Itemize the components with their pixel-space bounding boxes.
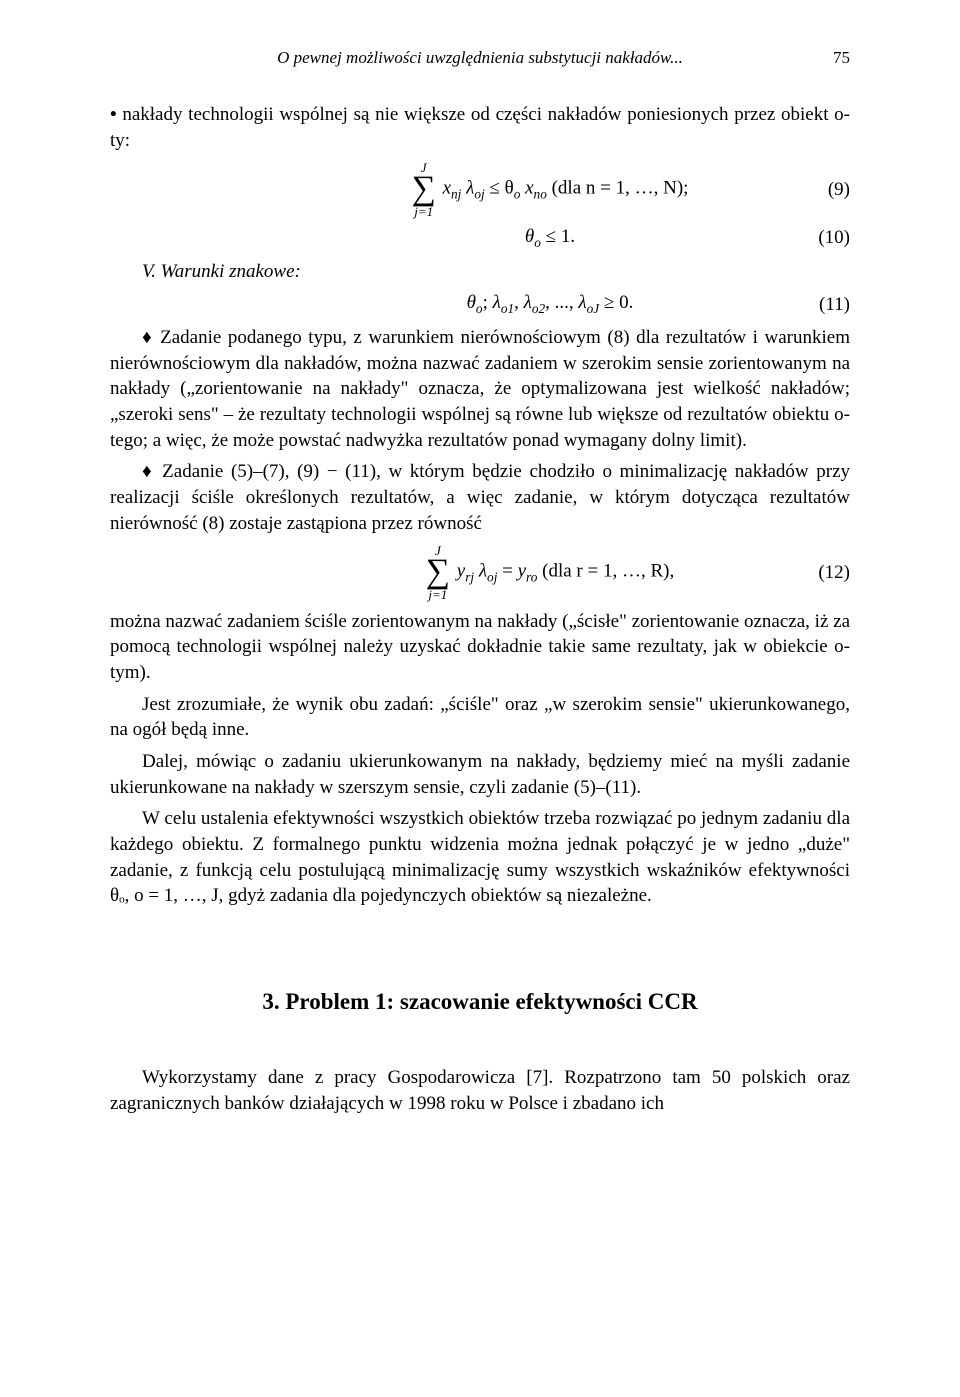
page-number: 75: [833, 48, 850, 68]
para-jest-zrozumiale: Jest zrozumiałe, że wynik obu zadań: „śc…: [110, 692, 850, 743]
para-w-celu: W celu ustalenia efektywności wszystkich…: [110, 806, 850, 909]
equation-9: J ∑ j=1 xnj λoj ≤ θo xno (dla n = 1, …, …: [110, 161, 850, 218]
condition-v: V. Warunki znakowe:: [110, 259, 850, 285]
eq9-expr: J ∑ j=1 xnj λoj ≤ θo xno (dla n = 1, …, …: [310, 161, 790, 218]
eq12-number: (12): [790, 562, 850, 584]
page-container: O pewnej możliwości uwzględnienia substy…: [0, 0, 960, 1397]
header-title: O pewnej możliwości uwzględnienia substy…: [277, 48, 683, 67]
eq11-number: (11): [790, 294, 850, 316]
diamond-para-1: Zadanie podanego typu, z warunkiem nieró…: [110, 325, 850, 453]
equation-11: θo; λo1, λo2, ..., λoJ ≥ 0. (11): [110, 292, 850, 317]
eq10-number: (10): [790, 227, 850, 249]
eq10-expr: θo ≤ 1.: [310, 226, 790, 251]
para-dalej: Dalej, mówiąc o zadaniu ukierunkowanym n…: [110, 749, 850, 800]
sum-symbol-12: J ∑ j=1: [426, 544, 450, 601]
diamond-para-2: Zadanie (5)–(7), (9) − (11), w którym bę…: [110, 459, 850, 536]
equation-10: θo ≤ 1. (10): [110, 226, 850, 251]
equation-12: J ∑ j=1 yrj λoj = yro (dla r = 1, …, R),…: [110, 544, 850, 601]
eq9-number: (9): [790, 179, 850, 201]
running-header: O pewnej możliwości uwzględnienia substy…: [110, 48, 850, 68]
eq12-expr: J ∑ j=1 yrj λoj = yro (dla r = 1, …, R),: [310, 544, 790, 601]
section-3-title: 3. Problem 1: szacowanie efektywności CC…: [110, 989, 850, 1015]
bullet-naklady: nakłady technologii wspólnej są nie więk…: [110, 102, 850, 153]
para-wykorzystamy: Wykorzystamy dane z pracy Gospodarowicza…: [110, 1065, 850, 1116]
sum-symbol: J ∑ j=1: [412, 161, 436, 218]
eq11-expr: θo; λo1, λo2, ..., λoJ ≥ 0.: [310, 292, 790, 317]
para-mozna-nazwac: można nazwać zadaniem ściśle zorientowan…: [110, 609, 850, 686]
